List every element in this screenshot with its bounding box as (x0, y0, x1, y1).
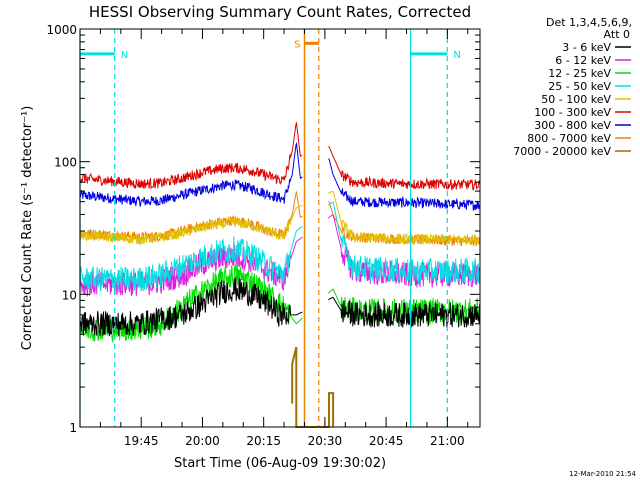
legend-label: 25 - 50 keV (548, 80, 611, 93)
interval-label-n: N (121, 50, 128, 61)
legend-label: 100 - 300 keV (534, 106, 611, 119)
x-tick-label: 20:30 (308, 434, 343, 448)
interval-label-n: N (453, 50, 460, 61)
footer-timestamp: 12-Mar-2010 21:54 (569, 470, 636, 478)
y-tick-label: 1000 (46, 23, 77, 37)
legend-label: 7000 - 20000 keV (513, 145, 611, 158)
legend-label: 50 - 100 keV (541, 93, 611, 106)
x-tick-label: 20:45 (369, 434, 404, 448)
y-axis-label: Corrected Count Rate (s⁻¹ detector⁻¹) (20, 106, 35, 351)
legend-label: 3 - 6 keV (562, 41, 611, 54)
legend-label: 6 - 12 keV (555, 54, 611, 67)
legend-label: 300 - 800 keV (534, 119, 611, 132)
x-tick-label: 20:00 (185, 434, 220, 448)
y-tick-label: 100 (54, 156, 77, 170)
legend-label: 800 - 7000 keV (527, 132, 611, 145)
legend-label: 12 - 25 keV (548, 67, 611, 80)
legend-header-line-2: Att 0 (604, 28, 630, 41)
chart-title: HESSI Observing Summary Count Rates, Cor… (89, 3, 471, 21)
x-axis-label: Start Time (06-Aug-09 19:30:02) (174, 456, 386, 471)
y-tick-label: 10 (62, 288, 77, 302)
y-tick-label: 1 (69, 421, 77, 435)
x-tick-label: 21:00 (430, 434, 465, 448)
hessi-count-rate-chart: HESSI Observing Summary Count Rates, Cor… (0, 0, 640, 480)
x-tick-label: 19:45 (124, 434, 159, 448)
interval-label-s: S (294, 39, 300, 50)
x-tick-label: 20:15 (246, 434, 281, 448)
